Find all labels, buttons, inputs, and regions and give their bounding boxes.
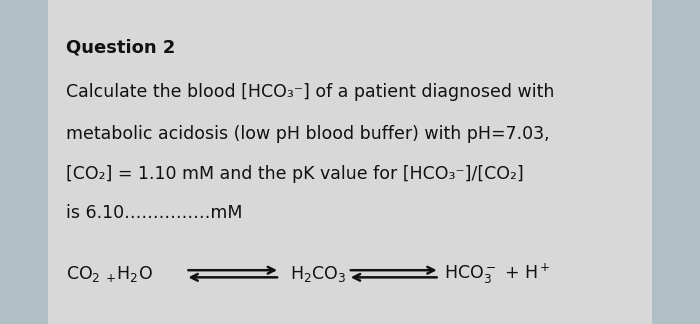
Text: [CO₂] = 1.10 mM and the pK value for [HCO₃⁻]/[CO₂]: [CO₂] = 1.10 mM and the pK value for [HC…: [66, 165, 524, 183]
Text: is 6.10……………mM: is 6.10……………mM: [66, 204, 243, 222]
Text: Calculate the blood [HCO₃⁻] of a patient diagnosed with: Calculate the blood [HCO₃⁻] of a patient…: [66, 83, 555, 101]
Text: CO$_2$ $_{+}$H$_2$O: CO$_2$ $_{+}$H$_2$O: [66, 264, 153, 284]
Text: HCO$_3^-$ + H$^+$: HCO$_3^-$ + H$^+$: [444, 262, 551, 286]
Text: metabolic acidosis (low pH blood buffer) with pH=7.03,: metabolic acidosis (low pH blood buffer)…: [66, 125, 550, 143]
Text: H$_2$CO$_3$: H$_2$CO$_3$: [290, 264, 346, 284]
Text: Question 2: Question 2: [66, 39, 176, 57]
